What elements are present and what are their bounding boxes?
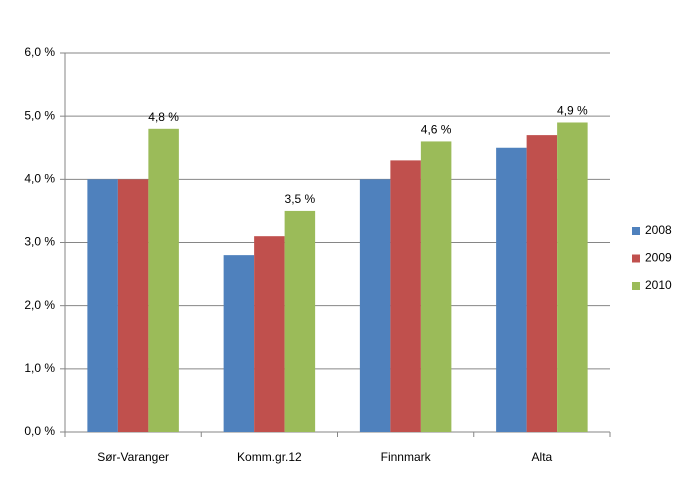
data-label: 4,9 %	[557, 104, 588, 118]
bar	[284, 210, 316, 432]
bar	[117, 179, 149, 432]
bar	[557, 122, 588, 432]
bar	[148, 128, 179, 433]
bar	[359, 179, 391, 432]
bar	[254, 236, 285, 432]
x-tick-label: Finnmark	[381, 450, 432, 464]
x-tick-label: Alta	[532, 450, 553, 464]
y-tick-label: 4,0 %	[24, 172, 55, 186]
bar	[87, 179, 118, 432]
data-label: 3,5 %	[285, 192, 316, 206]
bar	[390, 160, 421, 432]
x-tick-label: Sør-Varanger	[97, 450, 169, 464]
legend-label: 2008	[645, 223, 672, 237]
y-tick-label: 2,0 %	[24, 298, 55, 312]
x-tick-label: Komm.gr.12	[237, 450, 302, 464]
legend-swatch	[632, 227, 640, 235]
y-tick-label: 6,0 %	[24, 45, 55, 59]
y-tick-label: 1,0 %	[24, 361, 55, 375]
bar	[526, 135, 558, 432]
bar	[223, 255, 255, 432]
legend-label: 2009	[645, 251, 672, 265]
legend-swatch	[632, 282, 640, 290]
y-tick-label: 3,0 %	[24, 235, 55, 249]
y-tick-label: 5,0 %	[24, 108, 55, 122]
bar	[420, 141, 452, 432]
data-label: 4,6 %	[421, 123, 452, 137]
legend-swatch	[632, 254, 640, 263]
y-tick-label: 0,0 %	[24, 424, 55, 438]
bar	[496, 147, 527, 432]
legend-label: 2010	[645, 278, 672, 292]
data-label: 4,8 %	[148, 110, 179, 124]
